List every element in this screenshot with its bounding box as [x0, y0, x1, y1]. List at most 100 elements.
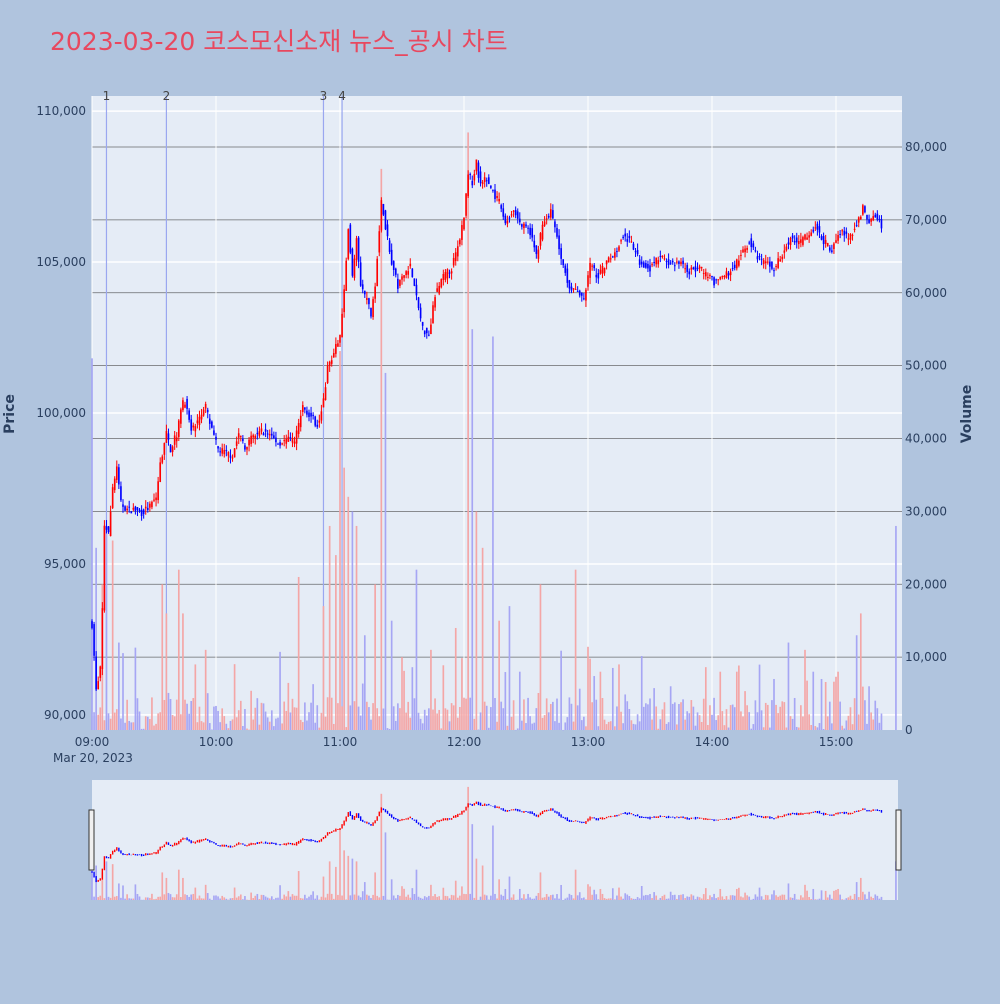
candle-body	[734, 265, 736, 268]
nav-volume-bar	[362, 891, 364, 900]
price-tick-label: 95,000	[44, 557, 86, 571]
volume-bar	[653, 688, 655, 730]
volume-bar	[645, 703, 647, 730]
nav-volume-bar	[684, 898, 686, 900]
volume-bar	[93, 712, 95, 730]
candle-body	[854, 229, 856, 230]
volume-bar	[250, 691, 252, 730]
nav-volume-bar	[174, 897, 176, 900]
candle-body	[604, 268, 606, 273]
nav-volume-bar	[707, 899, 709, 900]
candle-body	[560, 248, 562, 259]
volume-bar	[240, 701, 242, 730]
nav-volume-bar	[800, 895, 802, 900]
volume-bar	[583, 717, 585, 730]
candle-body	[573, 288, 575, 289]
candle-body	[159, 462, 161, 482]
nav-volume-bar	[414, 894, 416, 900]
nav-volume-bar	[796, 899, 798, 900]
nav-volume-bar	[93, 897, 95, 900]
volume-bar	[643, 707, 645, 730]
nav-volume-bar	[730, 895, 732, 900]
candle-body	[254, 436, 256, 439]
candle-body	[877, 214, 879, 220]
nav-volume-bar	[292, 894, 294, 900]
volume-bar	[95, 548, 97, 730]
candle-body	[397, 279, 399, 289]
candle-body	[362, 284, 364, 289]
nav-volume-bar	[345, 899, 347, 900]
volume-bar	[581, 720, 583, 730]
volume-bar	[556, 699, 558, 730]
volume-bar	[273, 726, 275, 730]
candle-body	[108, 526, 110, 532]
volume-bar	[186, 704, 188, 730]
candle-body	[796, 238, 798, 243]
volume-bar	[722, 711, 724, 730]
candle-body	[211, 422, 213, 428]
nav-volume-bar	[556, 894, 558, 900]
candle-body	[804, 234, 806, 239]
candle-body	[738, 261, 740, 266]
nav-volume-bar	[790, 897, 792, 900]
volume-bar	[657, 729, 659, 730]
volume-bar	[445, 708, 447, 730]
nav-volume-bar	[775, 895, 777, 900]
candle-body	[93, 624, 95, 656]
nav-volume-bar	[763, 899, 765, 900]
candle-body	[343, 289, 345, 312]
range-slider-left-handle[interactable]	[89, 810, 94, 870]
volume-bar	[157, 713, 159, 730]
volume-bar	[796, 727, 798, 730]
volume-bar	[668, 722, 670, 730]
nav-volume-bar	[321, 897, 323, 900]
volume-bar	[155, 724, 157, 730]
volume-bar	[261, 703, 263, 730]
nav-volume-bar	[711, 897, 713, 900]
volume-bar	[860, 613, 862, 730]
candle-body	[426, 328, 428, 333]
range-slider[interactable]	[92, 780, 898, 900]
candle-body	[399, 280, 401, 286]
volume-bar	[482, 548, 484, 730]
volume-bar	[118, 643, 120, 730]
nav-volume-bar	[364, 882, 366, 900]
candle-body	[757, 256, 759, 259]
candle-body	[306, 411, 308, 415]
candle-body	[461, 225, 463, 240]
nav-volume-bar	[420, 898, 422, 900]
volume-bar	[391, 621, 393, 730]
nav-volume-bar	[438, 896, 440, 900]
candle-body	[422, 322, 424, 326]
candle-body	[492, 190, 494, 191]
candle-body	[693, 268, 695, 270]
range-slider-right-handle[interactable]	[896, 810, 901, 870]
volume-bar	[217, 711, 219, 730]
volume-bar	[409, 718, 411, 730]
nav-volume-bar	[139, 896, 141, 900]
nav-volume-bar	[765, 895, 767, 900]
candle-body	[862, 205, 864, 214]
volume-bar	[850, 707, 852, 730]
candle-body	[104, 526, 106, 611]
volume-bar	[356, 526, 358, 730]
nav-volume-bar	[713, 894, 715, 900]
nav-volume-bar	[860, 878, 862, 900]
volume-bar	[453, 705, 455, 730]
nav-volume-bar	[788, 883, 790, 900]
nav-volume-bar	[151, 894, 153, 900]
volume-bar	[734, 707, 736, 730]
nav-volume-bar	[742, 897, 744, 900]
volume-bar	[879, 723, 881, 730]
volume-bar	[457, 718, 459, 730]
volume-bar	[688, 713, 690, 730]
candle-body	[790, 238, 792, 245]
nav-volume-bar	[856, 882, 858, 900]
candle-body	[810, 233, 812, 236]
candle-body	[443, 274, 445, 280]
volume-bar	[432, 710, 434, 730]
volume-bar	[285, 711, 287, 730]
candle-body	[484, 177, 486, 182]
volume-bar	[881, 714, 883, 730]
